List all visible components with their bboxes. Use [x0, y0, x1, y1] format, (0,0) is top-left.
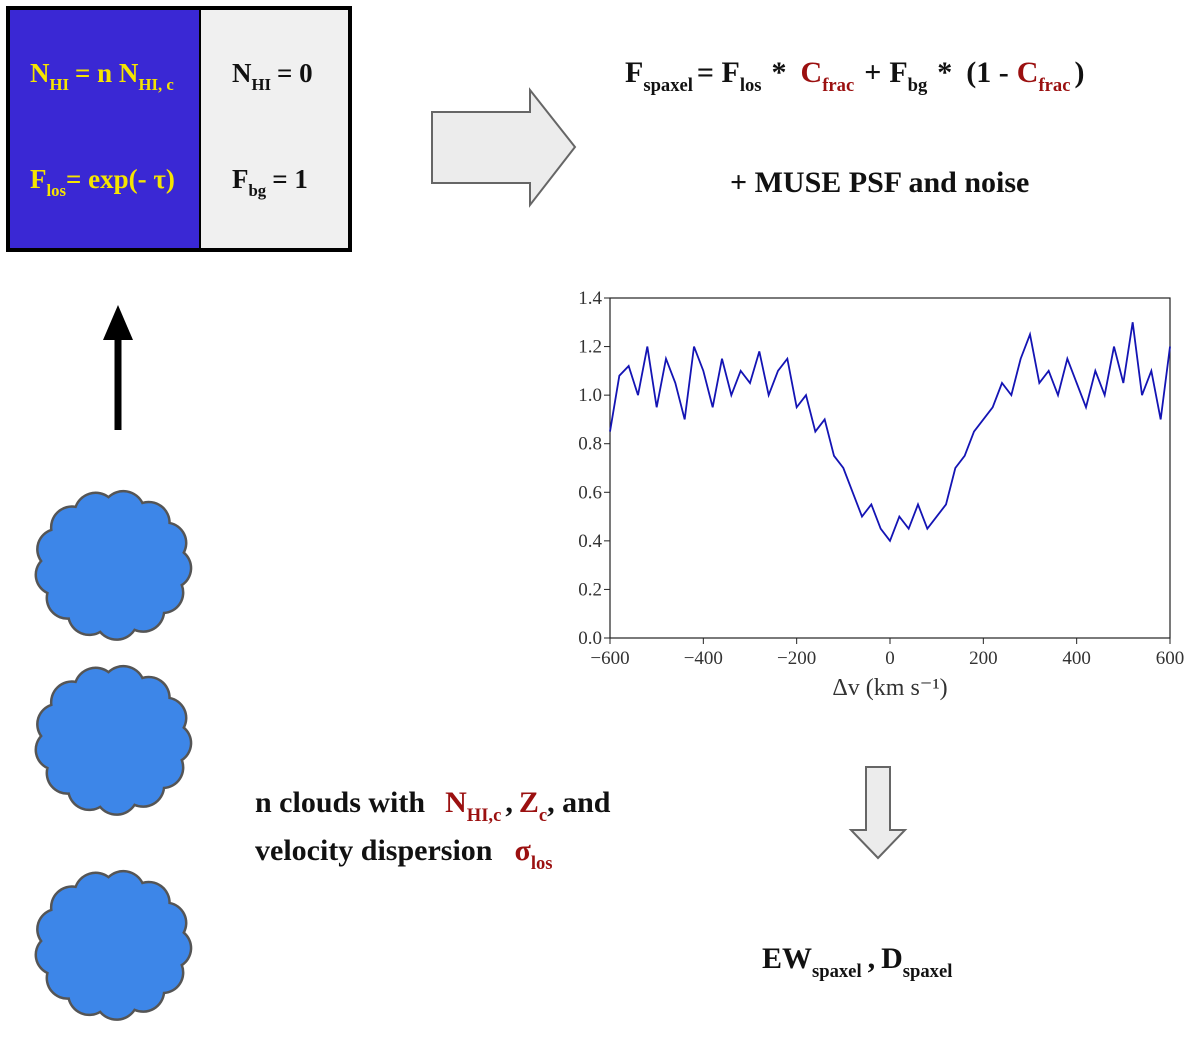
formula-part: + [864, 56, 881, 89]
y-tick-label: 0.2 [578, 579, 602, 600]
cloud-region [10, 10, 200, 248]
down-arrow [848, 766, 908, 860]
bg-column: NHI = 0 [232, 58, 313, 94]
y-tick-label: 1.2 [578, 337, 602, 358]
formula-part: , and [547, 786, 611, 819]
formula-part: F [30, 164, 47, 194]
formula-part: N [30, 58, 50, 88]
formula-part: = F [697, 56, 740, 89]
x-tick-label: 0 [885, 648, 895, 669]
formula-part: C [1017, 56, 1039, 89]
subscript: bg [908, 75, 928, 96]
output: EWspaxel, Dspaxel [762, 942, 952, 982]
y-tick-label: 1.0 [578, 385, 602, 406]
formula-part: F [889, 56, 907, 89]
formula-part: + MUSE PSF and noise [730, 166, 1029, 199]
subscript: HI [252, 75, 272, 94]
formula-part: D [881, 942, 903, 975]
subscript: los [740, 75, 762, 96]
subscript: c [539, 805, 547, 826]
formula-part: * [937, 56, 952, 89]
subscript: frac [1038, 75, 1070, 96]
subscript: los [47, 181, 67, 200]
formula-part: = n N [75, 58, 139, 88]
subscript: spaxel [643, 75, 693, 96]
extra: + MUSE PSF and noise [730, 166, 1029, 199]
formula-part: = 0 [277, 58, 313, 88]
y-tick-label: 0.8 [578, 434, 602, 455]
cloud [34, 664, 193, 816]
x-tick-label: 200 [969, 648, 998, 669]
formula-part: velocity dispersion [255, 834, 493, 867]
caption-1: n clouds with NHI,c, Zc, and [255, 786, 611, 826]
subscript: spaxel [903, 961, 953, 982]
formula-part: F [625, 56, 643, 89]
formula-part: * [772, 56, 787, 89]
cloud-column: NHI = n NHI, c [30, 58, 174, 94]
x-tick-label: 600 [1156, 648, 1185, 669]
subscript: HI, c [138, 75, 174, 94]
formula-part: EW [762, 942, 812, 975]
formula-part: Z [519, 786, 539, 819]
formula-part: , [505, 786, 513, 819]
subscript: frac [822, 75, 854, 96]
subscript: los [531, 853, 553, 874]
formula-part: N [232, 58, 252, 88]
formula-part: = exp(- τ) [66, 164, 175, 194]
x-tick-label: −400 [684, 648, 723, 669]
up-arrow-head [103, 305, 133, 340]
cloud [34, 869, 193, 1021]
subscript: bg [249, 181, 267, 200]
y-tick-label: 0.4 [578, 531, 602, 552]
bg-flux: Fbg = 1 [232, 164, 308, 200]
x-axis-label: Δv (km s⁻¹) [832, 675, 947, 701]
formula-part: = 1 [272, 164, 308, 194]
y-tick-label: 0.0 [578, 628, 602, 649]
x-tick-label: −600 [590, 648, 629, 669]
equation: Fspaxel = Flos * Cfrac + Fbg * (1 - Cfrac) [625, 56, 1084, 96]
cloud [34, 489, 193, 641]
formula-part: σ [515, 834, 532, 867]
x-tick-label: −200 [777, 648, 816, 669]
formula-part: F [232, 164, 249, 194]
subscript: HI,c [467, 805, 502, 826]
formula-part: ) [1074, 56, 1084, 89]
caption-2: velocity dispersion σlos [255, 834, 553, 874]
y-tick-label: 1.4 [578, 288, 602, 309]
y-tick-label: 0.6 [578, 482, 602, 503]
subscript: HI [50, 75, 70, 94]
formula-part: C [801, 56, 823, 89]
subscript: spaxel [812, 961, 862, 982]
x-tick-label: 400 [1062, 648, 1091, 669]
formula-part: , [868, 942, 876, 975]
formula-part: (1 - [966, 56, 1008, 89]
right-arrow [431, 87, 577, 208]
formula-part: n clouds with [255, 786, 425, 819]
cloud-flux: Flos= exp(- τ) [30, 164, 175, 200]
spectrum-line [609, 322, 1171, 543]
formula-part: N [445, 786, 467, 819]
